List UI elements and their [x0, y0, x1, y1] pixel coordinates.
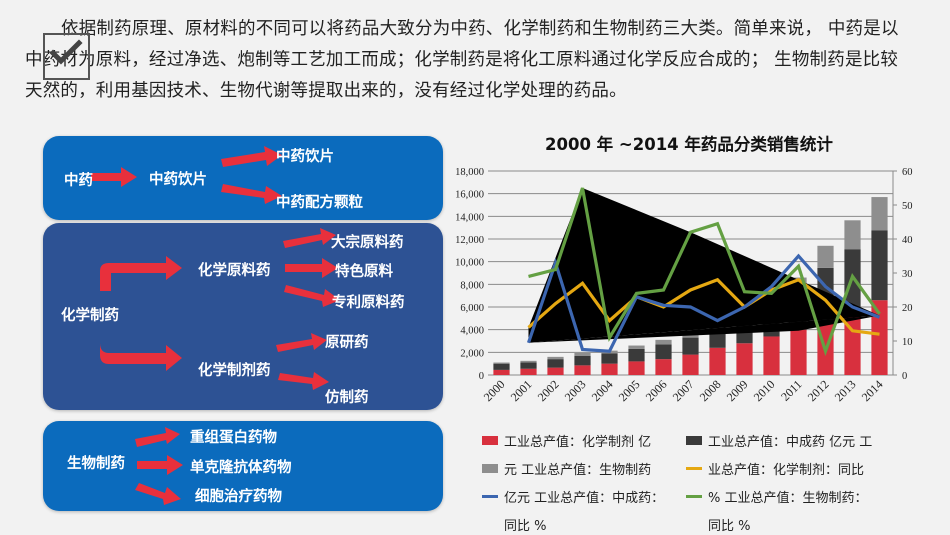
legend-swatch-dark	[686, 436, 702, 445]
svg-text:20: 20	[902, 303, 913, 314]
svg-text:30: 30	[902, 269, 913, 280]
svg-text:2001: 2001	[508, 377, 535, 404]
svg-text:2006: 2006	[643, 377, 670, 404]
panel-bio: 生物制药 重组蛋白药物 单克隆抗体药物 细胞治疗药物	[43, 421, 443, 511]
arrow-icon	[135, 427, 183, 505]
legend-item-tcm-output: 工业总产值：中成药 亿元 工	[686, 431, 872, 450]
svg-text:12,000: 12,000	[455, 235, 484, 246]
chemical-child-label: 大宗原料药	[331, 235, 404, 251]
legend-item-chemical-yoy: 业总产值：化学制剂：同比	[686, 459, 864, 478]
svg-text:2005: 2005	[616, 377, 643, 404]
panel-chemical: 化学制药 化学原料药 大宗原料药 特色原料 专利原料药 化学制剂药 原研药 仿制…	[43, 223, 443, 410]
intro-line-2: 中药材为原料，经过净选、炮制等工艺加工而成；化学制药是将化工原料通过化学反应合成…	[25, 50, 899, 70]
svg-text:8,000: 8,000	[460, 280, 484, 291]
svg-text:2000: 2000	[481, 377, 508, 404]
svg-text:2014: 2014	[859, 377, 886, 404]
bio-child-label: 单克隆抗体药物	[190, 460, 292, 476]
chemical-root-label: 化学制药	[61, 308, 119, 324]
chemical-child-label: 专利原料药	[332, 295, 405, 311]
svg-text:10: 10	[902, 337, 913, 348]
legend-swatch-gray	[482, 464, 498, 473]
arrow-group	[91, 146, 282, 204]
svg-text:60: 60	[902, 167, 913, 178]
svg-text:2003: 2003	[562, 377, 589, 404]
svg-text:2004: 2004	[589, 377, 616, 404]
svg-text:2010: 2010	[751, 377, 778, 404]
tcm-child-label: 中药饮片	[276, 149, 334, 165]
svg-text:50: 50	[902, 201, 913, 212]
panel-tcm: 中药 中药饮片 中药饮片 中药配方颗粒	[43, 136, 443, 220]
intro-line-3: 天然的，利用基因技术、生物代谢等提取出来的，没有经过化学处理的药品。	[25, 81, 627, 101]
svg-text:0: 0	[479, 371, 484, 382]
svg-text:14,000: 14,000	[455, 212, 484, 223]
bio-child-label: 细胞治疗药物	[195, 489, 282, 505]
tcm-mid-label: 中药饮片	[149, 172, 207, 188]
chart-title: 2000 年 ~2014 年药品分类销售统计	[545, 135, 833, 154]
bio-root-label: 生物制药	[67, 456, 125, 472]
arrow-icon	[91, 146, 282, 204]
svg-text:18,000: 18,000	[455, 167, 484, 178]
legend-swatch-red	[482, 436, 498, 445]
svg-text:16,000: 16,000	[455, 190, 484, 201]
arrow-group	[100, 228, 340, 390]
intro-line-1: 依据制药原理、原材料的不同可以将药品大致分为中药、化学制药和生物制药三大类。简单…	[61, 19, 899, 39]
legend-item-bio-yoy-cont: 同比 %	[708, 519, 751, 534]
svg-text:10,000: 10,000	[455, 258, 484, 269]
chemical-child-label: 原研药	[325, 335, 369, 351]
arrow-icon	[100, 228, 340, 390]
tcm-root-label: 中药	[64, 173, 93, 189]
svg-text:40: 40	[902, 235, 913, 246]
legend-swatch-yellow	[686, 467, 702, 470]
arrow-group	[135, 427, 183, 505]
svg-text:6,000: 6,000	[460, 303, 484, 314]
intro-paragraph: 依据制药原理、原材料的不同可以将药品大致分为中药、化学制药和生物制药三大类。简单…	[25, 14, 925, 107]
svg-text:4,000: 4,000	[460, 326, 484, 337]
chemical-branch1-label: 化学原料药	[198, 263, 271, 279]
chemical-child-label: 特色原料	[335, 264, 393, 280]
legend-item-tcm-yoy-cont: 同比 %	[504, 519, 547, 534]
svg-text:2012: 2012	[805, 377, 832, 404]
sales-chart: 0 2,000 4,000 6,000 8,000 10,000 12,000 14,000 1…	[455, 167, 913, 404]
legend-item-bio-yoy: % 工业总产值：生物制药：	[686, 487, 868, 506]
legend-item-tcm-yoy: 亿元 工业总产值：中成药：	[482, 487, 664, 506]
legend-swatch-blue	[482, 495, 498, 498]
svg-text:2007: 2007	[670, 377, 697, 404]
legend-swatch-green	[686, 495, 702, 498]
chemical-child-label: 仿制药	[325, 390, 369, 406]
legend-item-chemical-output: 工业总产值：化学制剂 亿	[482, 431, 651, 450]
svg-text:2008: 2008	[697, 377, 724, 404]
tcm-child-label: 中药配方颗粒	[276, 195, 363, 211]
legend-item-bio-output: 元 工业总产值：生物制药	[482, 459, 651, 478]
chemical-branch2-label: 化学制剂药	[198, 363, 271, 379]
svg-text:2009: 2009	[724, 377, 751, 404]
svg-text:2002: 2002	[535, 377, 562, 404]
svg-text:2013: 2013	[832, 377, 859, 404]
bio-child-label: 重组蛋白药物	[190, 430, 277, 446]
svg-text:2,000: 2,000	[460, 348, 484, 359]
svg-text:0: 0	[902, 371, 907, 382]
checkbox-icon[interactable]	[43, 33, 90, 80]
svg-text:2011: 2011	[778, 377, 805, 404]
